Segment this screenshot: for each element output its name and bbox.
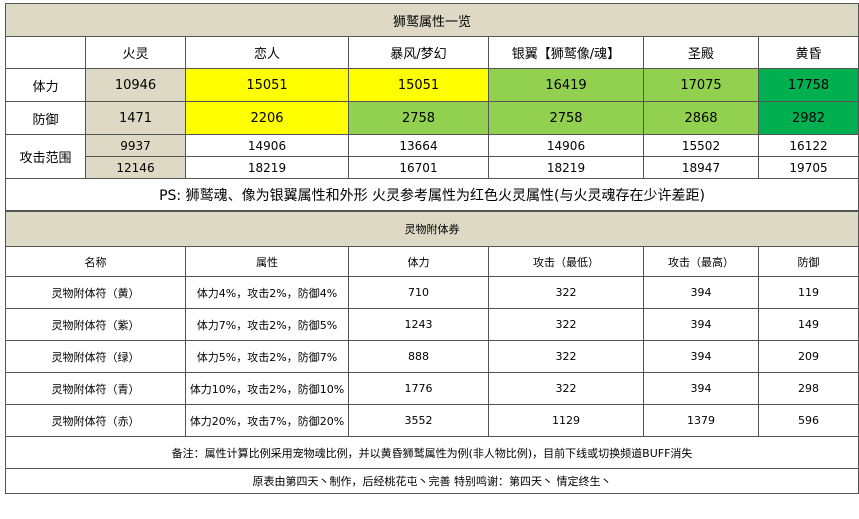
- credits: 原表由第四天丶制作，后经桃花屯丶完善 特别鸣谢：第四天丶 情定终生丶: [4, 468, 859, 494]
- atk-max-cell: 19705: [757, 156, 859, 179]
- column-header-atk-min: 攻击（最低）: [488, 246, 644, 277]
- def-label: 防御: [5, 101, 86, 135]
- charm-hp: 1243: [348, 308, 489, 341]
- charm-name: 灵物附体符（赤）: [5, 404, 186, 437]
- column-header-name: 名称: [5, 246, 186, 277]
- table-row: 灵物附体符（绿） 体力5%，攻击2%，防御7% 888 322 394 209: [5, 340, 859, 373]
- def-cell: 1471: [85, 101, 186, 135]
- charm-atk-max: 1379: [643, 404, 759, 437]
- spirit-charm-table: 灵物附体券 名称 属性 体力 攻击（最低） 攻击（最高） 防御 灵物附体符（黄）…: [4, 211, 859, 494]
- column-header-huanghun: 黄昏: [757, 36, 859, 69]
- charm-name: 灵物附体符（青）: [5, 372, 186, 405]
- column-header-yinyi: 银翼【狮鹫像/魂】: [488, 36, 644, 69]
- def-row: 防御 1471 2206 2758 2758 2868 2982: [5, 101, 859, 135]
- charm-atk-min: 322: [488, 372, 644, 405]
- griffin-note: PS: 狮鹫魂、像为银翼属性和外形 火灵参考属性为红色火灵属性(与火灵魂存在少许…: [4, 178, 859, 211]
- column-header-def: 防御: [757, 246, 859, 277]
- column-header-baofeng: 暴风/梦幻: [348, 36, 489, 69]
- charm-hp: 3552: [348, 404, 489, 437]
- column-header-huoling: 火灵: [85, 36, 186, 69]
- charm-atk-max: 394: [643, 276, 759, 309]
- hp-cell: 16419: [488, 68, 644, 102]
- charm-table-title: 灵物附体券: [4, 211, 859, 247]
- charm-atk-min: 322: [488, 276, 644, 309]
- table-row: 灵物附体符（黄） 体力4%，攻击2%，防御4% 710 322 394 119: [5, 276, 859, 309]
- hp-cell: 17758: [757, 68, 859, 102]
- def-cell: 2868: [643, 101, 759, 135]
- charm-def: 119: [757, 276, 859, 309]
- hp-cell: 10946: [85, 68, 186, 102]
- charm-atk-max: 394: [643, 372, 759, 405]
- charm-name: 灵物附体符（黄）: [5, 276, 186, 309]
- charm-attr: 体力5%，攻击2%，防御7%: [185, 340, 349, 373]
- charm-def: 149: [757, 308, 859, 341]
- charm-atk-min: 322: [488, 308, 644, 341]
- griffin-stats-table: 狮鹫属性一览 火灵 恋人 暴风/梦幻 银翼【狮鹫像/魂】 圣殿 黄昏 体力 10…: [4, 3, 859, 211]
- atk-max-cell: 18947: [643, 156, 759, 179]
- hp-cell: 15051: [185, 68, 349, 102]
- atk-min-cell: 16122: [757, 134, 859, 157]
- hp-cell: 17075: [643, 68, 759, 102]
- table-row: 灵物附体符（赤） 体力20%，攻击7%，防御20% 3552 1129 1379…: [5, 404, 859, 437]
- table-row: 灵物附体符（紫） 体力7%，攻击2%，防御5% 1243 322 394 149: [5, 308, 859, 341]
- hp-label: 体力: [5, 68, 86, 102]
- atk-max-cell: 18219: [185, 156, 349, 179]
- table-row: 灵物附体符（青） 体力10%，攻击2%，防御10% 1776 322 394 2…: [5, 372, 859, 405]
- charm-hp: 888: [348, 340, 489, 373]
- atk-min-cell: 14906: [488, 134, 644, 157]
- atk-max-cell: 12146: [85, 156, 186, 179]
- column-header-lianren: 恋人: [185, 36, 349, 69]
- charm-atk-max: 394: [643, 308, 759, 341]
- def-cell: 2206: [185, 101, 349, 135]
- atk-label: 攻击范围: [5, 134, 86, 179]
- charm-atk-min: 322: [488, 340, 644, 373]
- charm-def: 209: [757, 340, 859, 373]
- charm-attr: 体力20%，攻击7%，防御20%: [185, 404, 349, 437]
- charm-attr: 体力10%，攻击2%，防御10%: [185, 372, 349, 405]
- charm-hp: 710: [348, 276, 489, 309]
- def-cell: 2758: [488, 101, 644, 135]
- hp-cell: 15051: [348, 68, 489, 102]
- charm-def: 298: [757, 372, 859, 405]
- atk-max-row: 12146 18219 16701 18219 18947 19705: [6, 156, 859, 179]
- atk-min-cell: 13664: [348, 134, 489, 157]
- atk-max-cell: 16701: [348, 156, 489, 179]
- column-header-attr: 属性: [185, 246, 349, 277]
- charm-def: 596: [757, 404, 859, 437]
- spreadsheet: 狮鹫属性一览 火灵 恋人 暴风/梦幻 银翼【狮鹫像/魂】 圣殿 黄昏 体力 10…: [4, 3, 859, 494]
- charm-atk-min: 1129: [488, 404, 644, 437]
- def-cell: 2758: [348, 101, 489, 135]
- column-header-shengdian: 圣殿: [643, 36, 759, 69]
- column-header-hp: 体力: [348, 246, 489, 277]
- hp-row: 体力 10946 15051 15051 16419 17075 17758: [5, 68, 859, 102]
- charm-attr: 体力4%，攻击2%，防御4%: [185, 276, 349, 309]
- atk-min-cell: 9937: [85, 134, 186, 157]
- atk-min-row: 攻击范围 9937 14906 13664 14906 15502 16122: [5, 134, 859, 179]
- charm-name: 灵物附体符（绿）: [5, 340, 186, 373]
- atk-min-cell: 15502: [643, 134, 759, 157]
- griffin-column-headers: 火灵 恋人 暴风/梦幻 银翼【狮鹫像/魂】 圣殿 黄昏: [5, 36, 859, 69]
- charm-note: 备注：属性计算比例采用宠物魂比例，并以黄昏狮鹫属性为例(非人物比例)，目前下线或…: [4, 436, 859, 469]
- def-cell: 2982: [757, 101, 859, 135]
- charm-name: 灵物附体符（紫）: [5, 308, 186, 341]
- charm-attr: 体力7%，攻击2%，防御5%: [185, 308, 349, 341]
- column-header-blank: [5, 36, 86, 69]
- atk-max-cell: 18219: [488, 156, 644, 179]
- charm-hp: 1776: [348, 372, 489, 405]
- charm-column-headers: 名称 属性 体力 攻击（最低） 攻击（最高） 防御: [5, 246, 859, 277]
- atk-min-cell: 14906: [185, 134, 349, 157]
- charm-atk-max: 394: [643, 340, 759, 373]
- griffin-table-title: 狮鹫属性一览: [4, 3, 859, 37]
- column-header-atk-max: 攻击（最高）: [643, 246, 759, 277]
